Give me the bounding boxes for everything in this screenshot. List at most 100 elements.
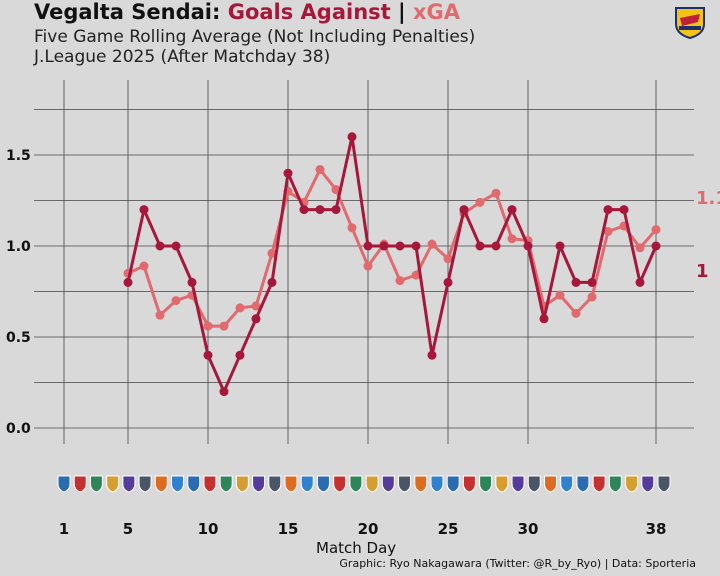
ga-data-point <box>491 241 501 251</box>
ga-data-point <box>251 314 261 324</box>
opponent-crest-icon <box>73 475 87 493</box>
title-team: Vegalta Sendai: <box>34 0 221 24</box>
y-tick-label: 0.5 <box>6 330 31 346</box>
chart-title: Vegalta Sendai: Goals Against | xGA <box>34 0 460 24</box>
ga-data-point <box>235 350 245 360</box>
title-xga: xGA <box>413 0 461 24</box>
ga-data-point <box>651 241 661 251</box>
xga-data-point <box>251 301 261 311</box>
x-tick-label: 38 <box>646 520 667 538</box>
ga-data-point <box>539 314 549 324</box>
xga-data-point <box>219 321 229 331</box>
ga-data-point <box>123 277 133 287</box>
opponent-crest-icon <box>252 475 266 493</box>
xga-data-point <box>155 310 165 320</box>
ga-data-point <box>203 350 213 360</box>
ga-data-point <box>507 205 517 215</box>
ga-end-label: 1 <box>696 261 709 282</box>
xga-data-point <box>427 239 437 249</box>
xga-data-point <box>603 226 613 236</box>
opponent-crest-icon <box>495 475 509 493</box>
xga-data-point <box>235 303 245 313</box>
y-tick-label: 1.0 <box>6 239 31 255</box>
opponent-crest-icon <box>527 475 541 493</box>
opponent-crest-icon <box>446 475 460 493</box>
x-tick-label: 1 <box>59 520 69 538</box>
opponent-crest-icon <box>235 475 249 493</box>
opponent-crest-icon <box>430 475 444 493</box>
ga-data-point <box>443 277 453 287</box>
opponent-crest-icon <box>219 475 233 493</box>
opponent-crest-icon <box>349 475 363 493</box>
xga-data-point <box>171 296 181 306</box>
ga-data-point <box>587 277 597 287</box>
opponent-crest-icon <box>560 475 574 493</box>
xga-data-point <box>555 290 565 300</box>
xga-data-point <box>411 270 421 280</box>
chart-season-subtitle: J.League 2025 (After Matchday 38) <box>34 47 331 67</box>
opponent-crest-icon <box>171 475 185 493</box>
ga-data-point <box>299 205 309 215</box>
x-tick-label: 10 <box>198 520 219 538</box>
xga-data-point <box>507 234 517 244</box>
ga-data-point <box>603 205 613 215</box>
xga-data-point <box>395 276 405 286</box>
title-separator: | <box>398 0 406 24</box>
opponent-crest-icon <box>106 475 120 493</box>
opponent-crest-icon <box>625 475 639 493</box>
ga-data-point <box>283 168 293 178</box>
xga-data-point <box>363 261 373 271</box>
opponent-crest-icon <box>576 475 590 493</box>
ga-data-point <box>331 205 341 215</box>
opponent-crest-icon <box>333 475 347 493</box>
x-tick-label: 15 <box>278 520 299 538</box>
opponent-crest-icon <box>316 475 330 493</box>
ga-data-point <box>475 241 485 251</box>
x-tick-label: 25 <box>438 520 459 538</box>
xga-data-point <box>635 243 645 253</box>
opponent-crest-icon <box>608 475 622 493</box>
ga-data-point <box>411 241 421 251</box>
opponent-crest-icon <box>462 475 476 493</box>
x-tick-label: 5 <box>123 520 133 538</box>
footer-credit: Graphic: Ryo Nakagawara (Twitter: @R_by_… <box>339 557 696 570</box>
x-tick-label: 30 <box>518 520 539 538</box>
opponent-crest-icon <box>57 475 71 493</box>
ga-series-line <box>126 135 658 394</box>
ga-data-point <box>379 241 389 251</box>
opponent-crest-icon <box>479 475 493 493</box>
team-crest-logo <box>675 7 705 40</box>
xga-series-line <box>127 168 658 328</box>
y-tick-label: 1.5 <box>6 148 31 164</box>
ga-data-point <box>347 132 357 142</box>
opponent-crest-icon <box>187 475 201 493</box>
opponent-crest-icon <box>284 475 298 493</box>
ga-data-point <box>187 277 197 287</box>
ga-data-point <box>571 277 581 287</box>
xga-data-point <box>267 248 277 258</box>
title-goals-against: Goals Against <box>227 0 391 24</box>
opponent-crest-icon <box>203 475 217 493</box>
ga-data-point <box>315 205 325 215</box>
xga-data-point <box>203 321 213 331</box>
x-axis-label: Match Day <box>316 539 397 557</box>
opponent-crest-icon <box>381 475 395 493</box>
xga-data-point <box>347 223 357 233</box>
xga-data-point <box>491 188 501 198</box>
opponent-crest-icon <box>122 475 136 493</box>
opponent-crest-icon <box>414 475 428 493</box>
ga-data-point <box>523 241 533 251</box>
opponent-crest-icon <box>138 475 152 493</box>
opponent-crest-icon <box>592 475 606 493</box>
opponent-crest-icon <box>511 475 525 493</box>
ga-data-point <box>619 205 629 215</box>
xga-data-point <box>475 197 485 207</box>
ga-data-point <box>427 350 437 360</box>
opponent-crest-icon <box>365 475 379 493</box>
chart-subtitle: Five Game Rolling Average (Not Including… <box>34 27 476 47</box>
ga-data-point <box>171 241 181 251</box>
ga-data-point <box>555 241 565 251</box>
ga-data-point <box>635 277 645 287</box>
xga-data-point <box>331 185 341 195</box>
